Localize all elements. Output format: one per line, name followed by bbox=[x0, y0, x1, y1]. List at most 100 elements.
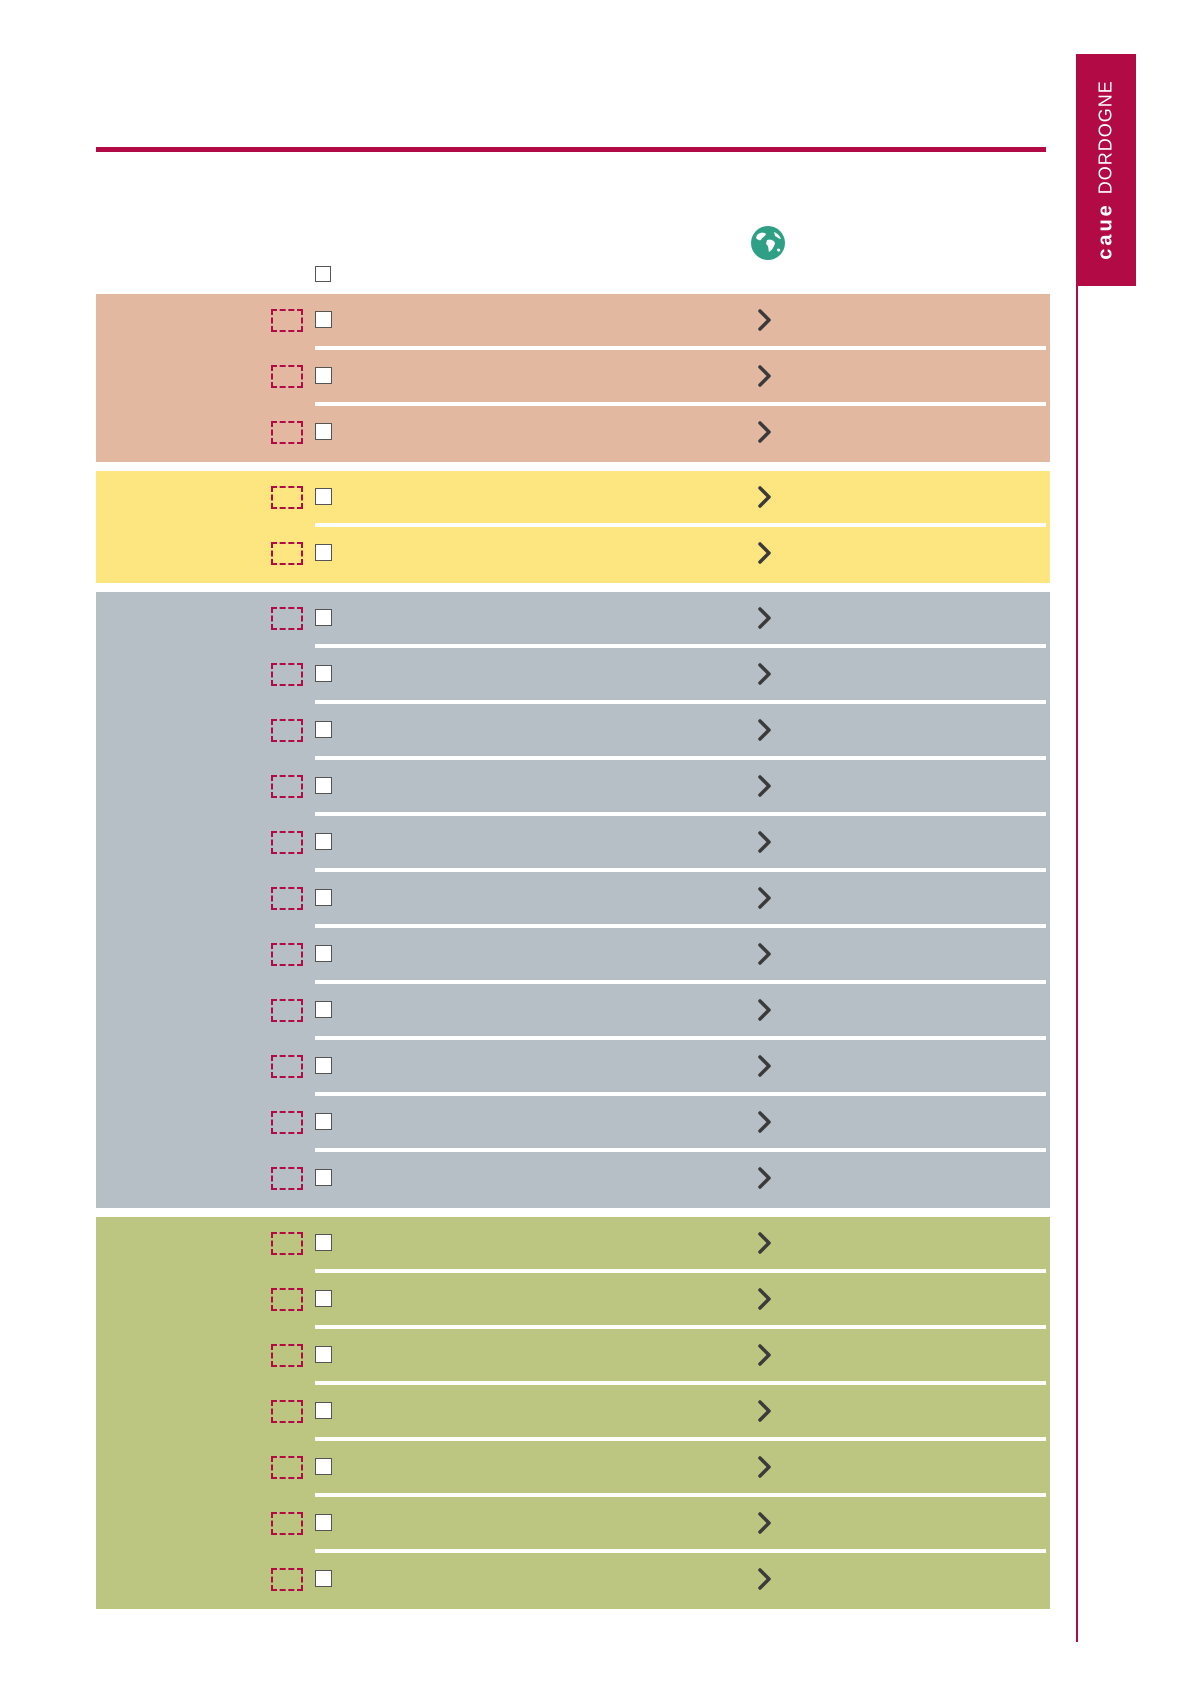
chevron-right-icon bbox=[758, 1288, 771, 1310]
chevron-right-icon bbox=[758, 1400, 771, 1422]
checklist-row bbox=[96, 928, 1050, 984]
row-checkbox[interactable] bbox=[315, 1514, 332, 1531]
row-checkbox[interactable] bbox=[315, 1169, 332, 1186]
checklist-row bbox=[96, 984, 1050, 1040]
dashed-marker-icon bbox=[271, 365, 303, 388]
dashed-marker-icon bbox=[271, 309, 303, 332]
dashed-marker-icon bbox=[271, 486, 303, 509]
chevron-right-icon bbox=[758, 1232, 771, 1254]
chevron-right-icon bbox=[758, 999, 771, 1021]
chevron-right-icon bbox=[758, 943, 771, 965]
chevron-right-icon bbox=[758, 719, 771, 741]
dashed-marker-icon bbox=[271, 999, 303, 1022]
dashed-marker-icon bbox=[271, 1232, 303, 1255]
chevron-right-icon bbox=[758, 1344, 771, 1366]
checklist-row bbox=[96, 527, 1050, 583]
dashed-marker-icon bbox=[271, 1400, 303, 1423]
row-checkbox[interactable] bbox=[315, 367, 332, 384]
group-3 bbox=[96, 592, 1050, 1208]
row-checkbox[interactable] bbox=[315, 833, 332, 850]
dashed-marker-icon bbox=[271, 607, 303, 630]
row-checkbox[interactable] bbox=[315, 1290, 332, 1307]
dashed-marker-icon bbox=[271, 1568, 303, 1591]
row-checkbox[interactable] bbox=[315, 1346, 332, 1363]
checklist-row bbox=[96, 406, 1050, 462]
chevron-right-icon bbox=[758, 486, 771, 508]
checklist-row bbox=[96, 1553, 1050, 1609]
chevron-right-icon bbox=[758, 887, 771, 909]
chevron-right-icon bbox=[758, 309, 771, 331]
brand-tab: caue DORDOGNE bbox=[1076, 54, 1136, 286]
dashed-marker-icon bbox=[271, 831, 303, 854]
group-4 bbox=[96, 1217, 1050, 1609]
checklist-row bbox=[96, 1096, 1050, 1152]
chevron-right-icon bbox=[758, 1055, 771, 1077]
row-checkbox[interactable] bbox=[315, 1402, 332, 1419]
checklist-row bbox=[96, 1385, 1050, 1441]
checklist-row bbox=[96, 1497, 1050, 1553]
row-checkbox[interactable] bbox=[315, 423, 332, 440]
group-1 bbox=[96, 294, 1050, 462]
dashed-marker-icon bbox=[271, 1167, 303, 1190]
dashed-marker-icon bbox=[271, 1111, 303, 1134]
row-checkbox[interactable] bbox=[315, 721, 332, 738]
checklist-row bbox=[96, 1329, 1050, 1385]
checklist-row bbox=[96, 592, 1050, 648]
checklist-row bbox=[96, 1273, 1050, 1329]
chevron-right-icon bbox=[758, 831, 771, 853]
dashed-marker-icon bbox=[271, 542, 303, 565]
checklist-row bbox=[96, 648, 1050, 704]
chevron-right-icon bbox=[758, 1167, 771, 1189]
checklist-row bbox=[96, 704, 1050, 760]
chevron-right-icon bbox=[758, 607, 771, 629]
row-checkbox[interactable] bbox=[315, 311, 332, 328]
row-checkbox[interactable] bbox=[315, 1057, 332, 1074]
row-checkbox[interactable] bbox=[315, 1570, 332, 1587]
dashed-marker-icon bbox=[271, 1055, 303, 1078]
brand-bold: caue bbox=[1094, 202, 1117, 260]
checklist-row bbox=[96, 294, 1050, 350]
row-checkbox[interactable] bbox=[315, 1001, 332, 1018]
brand-light: DORDOGNE bbox=[1095, 80, 1116, 195]
checklist-row bbox=[96, 471, 1050, 527]
chevron-right-icon bbox=[758, 1111, 771, 1133]
chevron-right-icon bbox=[758, 1456, 771, 1478]
row-checkbox[interactable] bbox=[315, 609, 332, 626]
side-rule bbox=[1076, 286, 1078, 1642]
row-checkbox[interactable] bbox=[315, 544, 332, 561]
checklist-row bbox=[96, 1152, 1050, 1208]
brand-logo: caue DORDOGNE bbox=[1095, 80, 1118, 260]
row-checkbox[interactable] bbox=[315, 665, 332, 682]
chevron-right-icon bbox=[758, 542, 771, 564]
checklist-row bbox=[96, 872, 1050, 928]
dashed-marker-icon bbox=[271, 1512, 303, 1535]
checklist-row bbox=[96, 350, 1050, 406]
dashed-marker-icon bbox=[271, 663, 303, 686]
chevron-right-icon bbox=[758, 365, 771, 387]
dashed-marker-icon bbox=[271, 1288, 303, 1311]
group-2 bbox=[96, 471, 1050, 583]
checklist-groups bbox=[96, 294, 1050, 1618]
row-checkbox[interactable] bbox=[315, 488, 332, 505]
checklist-row bbox=[96, 1040, 1050, 1096]
dashed-marker-icon bbox=[271, 1344, 303, 1367]
chevron-right-icon bbox=[758, 421, 771, 443]
row-checkbox[interactable] bbox=[315, 777, 332, 794]
row-checkbox[interactable] bbox=[315, 1458, 332, 1475]
checklist-row bbox=[96, 760, 1050, 816]
chevron-right-icon bbox=[758, 775, 771, 797]
row-checkbox[interactable] bbox=[315, 889, 332, 906]
header-checkbox[interactable] bbox=[315, 266, 331, 282]
checklist-row bbox=[96, 1217, 1050, 1273]
dashed-marker-icon bbox=[271, 421, 303, 444]
dashed-marker-icon bbox=[271, 887, 303, 910]
globe-icon bbox=[751, 226, 785, 260]
checklist-row bbox=[96, 1441, 1050, 1497]
dashed-marker-icon bbox=[271, 775, 303, 798]
chevron-right-icon bbox=[758, 663, 771, 685]
row-checkbox[interactable] bbox=[315, 1113, 332, 1130]
row-checkbox[interactable] bbox=[315, 1234, 332, 1251]
row-checkbox[interactable] bbox=[315, 945, 332, 962]
checklist-row bbox=[96, 816, 1050, 872]
chevron-right-icon bbox=[758, 1568, 771, 1590]
